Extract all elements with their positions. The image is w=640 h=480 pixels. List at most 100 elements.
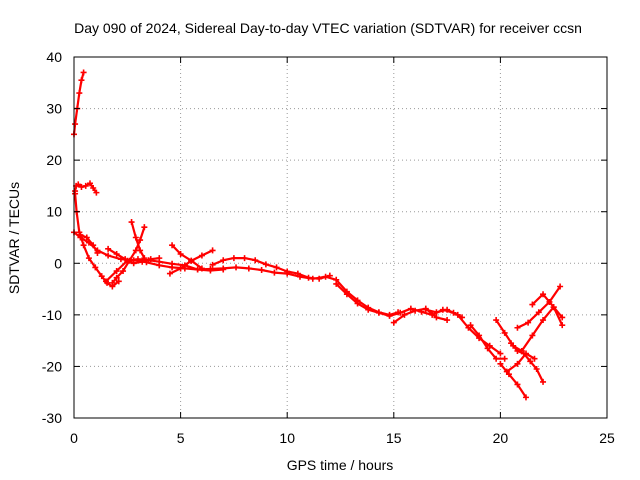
series-markers-sat-i [109, 224, 148, 286]
data-point [105, 252, 112, 259]
data-point [294, 270, 301, 277]
series-markers-sat-t [514, 283, 564, 331]
data-point [86, 180, 93, 187]
series-markers-sat-e [77, 231, 101, 256]
y-tick-label: -20 [42, 358, 62, 374]
data-point [122, 256, 129, 263]
data-point [540, 378, 547, 385]
y-tick-label: 20 [46, 152, 62, 168]
data-point [90, 184, 97, 191]
chart-title: Day 090 of 2024, Sidereal Day-to-day VTE… [74, 20, 582, 36]
data-point [169, 260, 176, 267]
data-point [105, 245, 112, 252]
data-point [305, 274, 312, 281]
data-point [245, 265, 252, 272]
data-point [78, 183, 85, 190]
data-point [72, 190, 79, 197]
series-markers-sat-u [529, 291, 566, 329]
data-point [550, 304, 557, 311]
series-markers-sat-p [467, 322, 508, 362]
data-point [130, 260, 137, 267]
data-point [134, 256, 141, 263]
data-point [78, 77, 85, 84]
data-point [94, 249, 101, 256]
data-point [169, 242, 176, 249]
series-markers-sat-b [72, 180, 100, 196]
series-markers-sat-l [209, 255, 333, 282]
data-point [497, 360, 504, 367]
data-point [529, 301, 536, 308]
data-point [514, 324, 521, 331]
data-point [252, 257, 259, 264]
data-point [422, 306, 429, 313]
series-markers-sat-k [169, 242, 205, 272]
data-point [207, 267, 214, 274]
data-point [82, 182, 89, 189]
data-point [132, 247, 139, 254]
x-tick-label: 20 [493, 430, 509, 446]
data-point [522, 394, 529, 401]
data-point [433, 309, 440, 316]
data-point [220, 257, 227, 264]
data-point [137, 237, 144, 244]
data-point [109, 279, 116, 286]
data-point [198, 265, 205, 272]
x-tick-labels: 0 5 10 15 20 25 [70, 430, 615, 446]
data-point [527, 358, 534, 365]
data-point [333, 280, 340, 287]
data-point [503, 368, 510, 375]
data-point [102, 278, 109, 285]
data-point [80, 242, 87, 249]
y-tick-label: 0 [54, 255, 62, 271]
x-axis-label: GPS time / hours [287, 457, 394, 473]
data-point [76, 90, 83, 97]
y-tick-labels: 40 30 20 10 0 -10 -20 -30 [42, 49, 62, 426]
data-point [454, 311, 461, 318]
data-point [493, 317, 500, 324]
data-point [220, 266, 227, 273]
data-point [258, 266, 265, 273]
data-point [444, 317, 451, 324]
data-point [80, 69, 87, 76]
data-point [139, 258, 146, 265]
data-point [501, 329, 508, 336]
data-point [113, 251, 120, 258]
data-point [343, 291, 350, 298]
data-point [273, 264, 280, 271]
data-point [115, 278, 122, 285]
series-line-sat-q [495, 306, 564, 353]
series-line-sat-u [531, 293, 564, 327]
data-point [467, 322, 474, 329]
data-point [557, 283, 564, 290]
data-point [412, 307, 419, 314]
grid [74, 57, 607, 418]
data-point [533, 366, 540, 373]
data-point [433, 314, 440, 321]
y-tick-label: 30 [46, 101, 62, 117]
data-point [401, 311, 408, 318]
data-point [98, 273, 105, 280]
y-axis-label: SDTVAR / TECUs [6, 182, 22, 294]
data-point [365, 306, 372, 313]
axis-ticks [73, 56, 608, 419]
data-point [326, 272, 333, 279]
data-point [166, 270, 173, 277]
series-line-sat-k [171, 244, 203, 270]
data-point [233, 264, 240, 271]
data-point [75, 181, 82, 188]
data-point [230, 255, 237, 262]
data-point [92, 264, 99, 271]
data-point [497, 350, 504, 357]
data-point [508, 340, 515, 347]
data-point [529, 332, 536, 339]
data-point [316, 275, 323, 282]
data-point [271, 269, 278, 276]
data-point [540, 291, 547, 298]
data-point [177, 265, 184, 272]
plot-frame [73, 56, 608, 419]
data-point [493, 355, 500, 362]
data-point [501, 355, 508, 362]
data-point [354, 300, 361, 307]
data-point [540, 317, 547, 324]
data-point [85, 255, 92, 262]
